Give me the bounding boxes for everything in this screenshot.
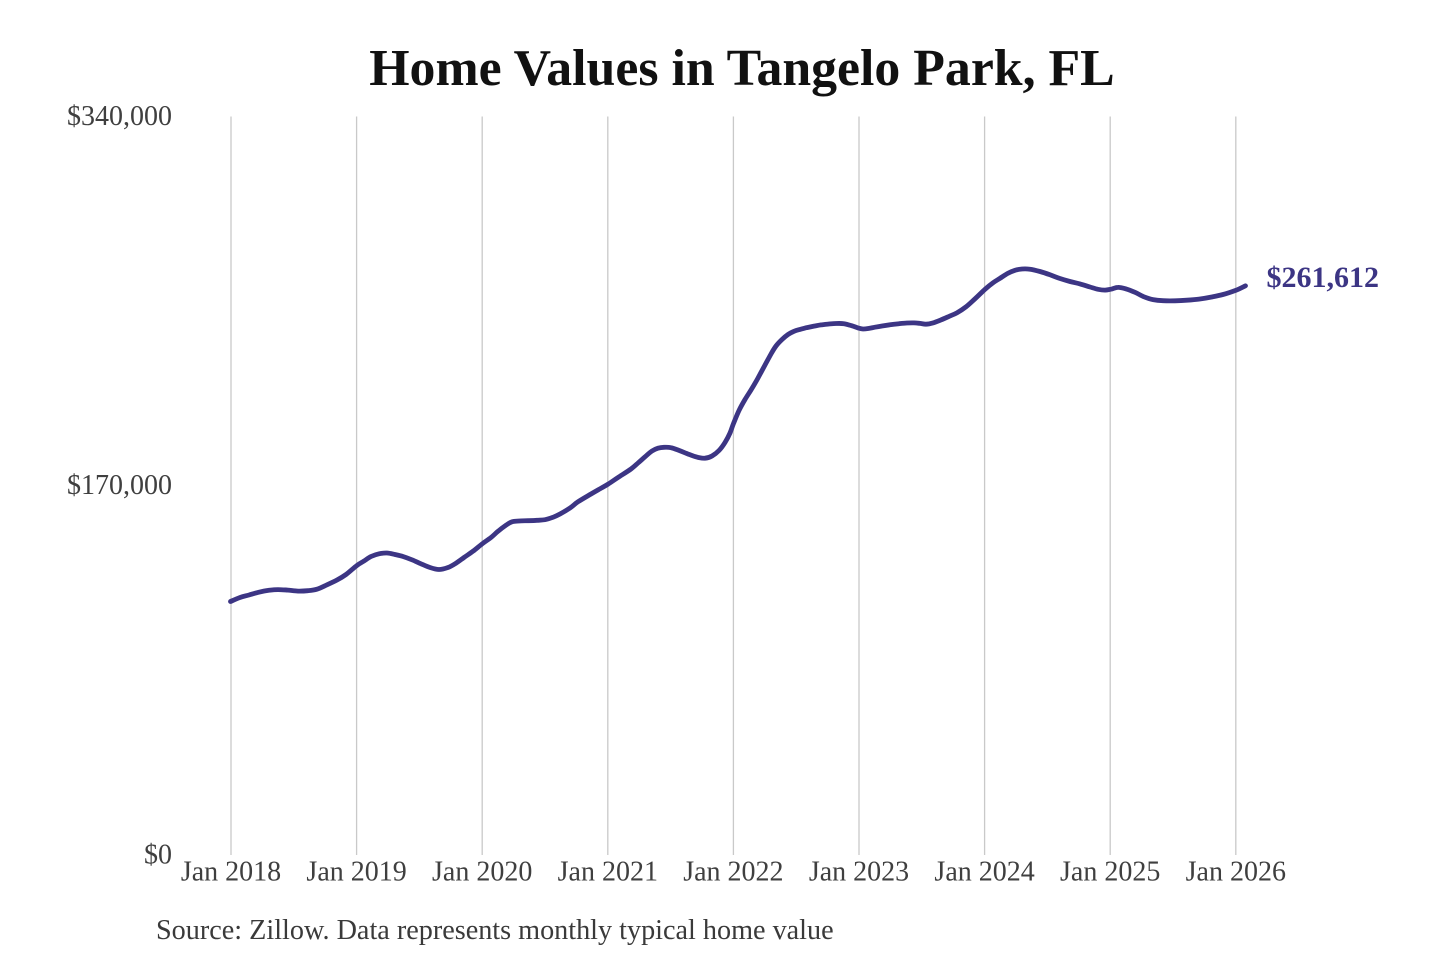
svg-text:Jan 2021: Jan 2021 bbox=[558, 857, 658, 888]
svg-text:Jan 2018: Jan 2018 bbox=[181, 857, 281, 888]
svg-text:$261,612: $261,612 bbox=[1267, 261, 1380, 294]
svg-text:$170,000: $170,000 bbox=[67, 470, 172, 501]
svg-text:Jan 2026: Jan 2026 bbox=[1186, 857, 1286, 888]
svg-text:Jan 2022: Jan 2022 bbox=[683, 857, 783, 888]
svg-text:Home Values in Tangelo Park, F: Home Values in Tangelo Park, FL bbox=[369, 40, 1114, 97]
svg-text:Jan 2024: Jan 2024 bbox=[934, 857, 1034, 888]
svg-text:$340,000: $340,000 bbox=[67, 101, 172, 132]
svg-text:Jan 2020: Jan 2020 bbox=[432, 857, 532, 888]
svg-text:Jan 2019: Jan 2019 bbox=[306, 857, 406, 888]
svg-text:Source: Zillow. Data represent: Source: Zillow. Data represents monthly … bbox=[156, 915, 834, 946]
svg-text:$0: $0 bbox=[144, 840, 172, 871]
svg-text:Jan 2023: Jan 2023 bbox=[809, 857, 909, 888]
svg-text:Jan 2025: Jan 2025 bbox=[1060, 857, 1160, 888]
